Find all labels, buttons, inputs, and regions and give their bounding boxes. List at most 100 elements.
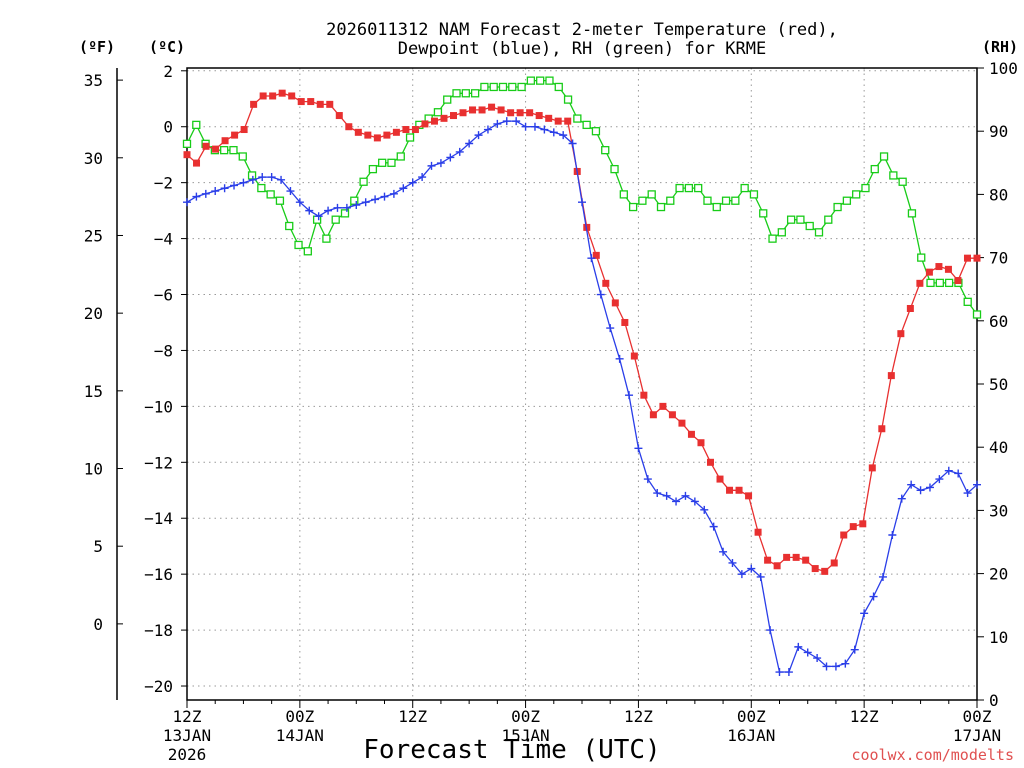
dewpoint-point <box>549 128 558 137</box>
dewpoint-point <box>502 117 511 126</box>
rh-point <box>498 82 508 92</box>
time-tick-date: 15JAN <box>501 726 549 745</box>
temperature-point <box>735 486 743 494</box>
rh-point <box>470 89 480 98</box>
temperature-point <box>288 92 296 100</box>
dewpoint-point <box>897 494 906 503</box>
temperature-point <box>830 559 838 567</box>
rh-point <box>526 76 536 85</box>
temperature-point <box>440 114 448 122</box>
dewpoint-point <box>521 122 530 131</box>
rh-point <box>192 120 201 130</box>
fahrenheit-tick-label: 15 <box>84 382 103 401</box>
dewpoint-point <box>888 531 897 540</box>
dewpoint-point <box>925 483 934 492</box>
rh-point <box>536 76 545 85</box>
temperature-point <box>278 89 286 97</box>
temperature-point <box>516 109 524 117</box>
temperature-point <box>364 131 372 139</box>
rh-point <box>591 127 601 136</box>
temperature-point <box>507 109 515 117</box>
rh-point <box>926 278 935 288</box>
rh-tick-label: 0 <box>989 691 999 710</box>
rh-point <box>452 89 461 98</box>
rh-point <box>610 164 619 174</box>
rh-point <box>220 146 229 155</box>
celsius-tick-label: −10 <box>144 397 173 416</box>
temperature-point <box>402 126 410 134</box>
dewpoint-point <box>211 187 220 196</box>
rh-point <box>861 183 870 193</box>
rh-point <box>359 177 368 186</box>
temperature-point <box>659 402 667 410</box>
fahrenheit-tick-label: 30 <box>84 149 103 168</box>
temperature-point <box>345 123 353 131</box>
dewpoint-point <box>954 469 963 478</box>
rh-point <box>238 152 247 161</box>
rh-point <box>684 183 694 193</box>
rh-point <box>275 196 285 205</box>
celsius-tick-label: 2 <box>163 62 173 81</box>
temperature-point <box>602 279 610 287</box>
rh-point <box>628 202 638 212</box>
temperature-point <box>202 142 210 150</box>
rh-point <box>480 82 489 92</box>
celsius-tick-label: −16 <box>144 565 173 584</box>
dewpoint-point <box>634 444 643 453</box>
rh-point <box>842 196 852 205</box>
temperature-point <box>450 112 458 120</box>
dewpoint-point <box>192 192 201 201</box>
temperature-point <box>668 411 676 419</box>
dewpoint-point <box>596 290 605 299</box>
temperature-point <box>183 151 191 159</box>
rh-point <box>796 215 805 224</box>
temperature-point <box>745 492 753 500</box>
dewpoint-point <box>878 572 887 581</box>
rh-unit-label: (RH) <box>982 38 1018 56</box>
temperature-line <box>186 92 977 573</box>
dewpoint-point <box>643 475 652 484</box>
rh-point <box>619 190 628 199</box>
rh-point <box>433 108 443 117</box>
time-tick-date: 16JAN <box>727 726 775 745</box>
watermark: coolwx.com/modelts <box>851 746 1014 764</box>
dewpoint-point <box>944 466 953 475</box>
temperature-point <box>526 109 534 117</box>
dewpoint-point <box>371 195 380 204</box>
fahrenheit-tick-label: 25 <box>84 226 103 245</box>
dewpoint-point <box>709 522 718 531</box>
rh-point <box>182 139 192 148</box>
temperature-point <box>963 254 971 262</box>
temperature-point <box>925 268 933 276</box>
celsius-tick-label: −14 <box>144 509 173 528</box>
temperature-point <box>297 98 305 106</box>
dewpoint-point <box>333 203 342 212</box>
temperature-point <box>469 106 477 114</box>
temperature-point <box>887 372 895 380</box>
temperature-point <box>716 475 724 483</box>
dewpoint-point <box>389 189 398 198</box>
dewpoint-point <box>672 497 681 506</box>
temperature-point <box>916 279 924 287</box>
temperature-point <box>421 120 429 128</box>
temperature-point <box>783 553 791 561</box>
dewpoint-point <box>295 198 304 207</box>
temperature-point <box>697 439 705 447</box>
temperature-point <box>859 520 867 528</box>
temperature-point <box>326 100 334 108</box>
x-axis-title: Forecast Time (UTC) <box>363 735 660 765</box>
rh-point <box>405 133 415 142</box>
rh-point <box>712 202 721 212</box>
dewpoint-point <box>841 659 850 668</box>
dewpoint-point <box>239 178 248 187</box>
dewpoint-point <box>907 480 916 489</box>
rh-point <box>508 82 517 92</box>
celsius-axis: 2 0 −2 −4 −6 −8 −10 −12 −14 −16 −18 −20 <box>144 62 187 696</box>
rh-point <box>331 215 340 224</box>
celsius-tick-label: −20 <box>144 677 173 696</box>
dewpoint-point <box>728 558 737 567</box>
rh-point <box>443 95 452 104</box>
rh-point <box>517 82 526 92</box>
dewpoint-point <box>342 203 351 212</box>
